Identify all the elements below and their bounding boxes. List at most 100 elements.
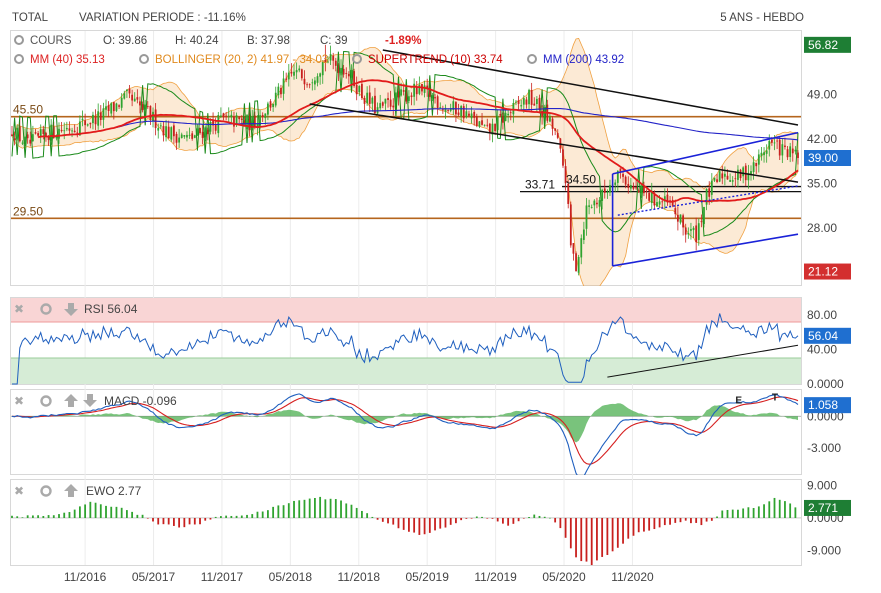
arrow-down-icon[interactable] <box>64 303 78 316</box>
candle-body <box>230 114 233 118</box>
candle-body <box>522 98 525 105</box>
ewo-bar <box>361 510 363 518</box>
candle-body <box>436 96 439 108</box>
candle-body <box>314 80 316 85</box>
period-selector[interactable]: 5 ANS - HEBDO <box>720 12 804 24</box>
legend-ma200[interactable]: MM (200) 43.92 <box>527 54 624 66</box>
gear-icon[interactable] <box>139 54 149 64</box>
candle-body <box>353 71 355 86</box>
ewo-bar <box>439 517 442 529</box>
candle-body <box>374 95 376 113</box>
symbol: TOTAL <box>12 12 49 24</box>
candle-body <box>752 162 755 173</box>
candle-body <box>120 97 123 108</box>
arrow-down-icon[interactable] <box>83 394 97 407</box>
candle-body <box>781 144 784 156</box>
ewo-bar <box>63 512 66 518</box>
candle-body <box>601 189 604 201</box>
header: TOTAL VARIATION PERIODE : -11.16% 5 ANS … <box>12 12 804 24</box>
ewo-bar <box>763 504 765 518</box>
gear-icon[interactable] <box>14 54 24 64</box>
candle-body <box>31 134 34 142</box>
remove-icon[interactable]: ✖ <box>14 394 24 408</box>
candle-body <box>499 113 502 116</box>
remove-icon[interactable]: ✖ <box>14 484 24 498</box>
ewo-bar <box>345 503 348 518</box>
candle-body <box>768 140 771 150</box>
gear-icon[interactable] <box>527 54 537 64</box>
candle-body <box>794 149 797 152</box>
candle-body <box>173 125 175 137</box>
ewo-bar <box>705 517 708 522</box>
candle-body <box>789 146 792 157</box>
gear-icon[interactable] <box>40 485 52 497</box>
ma40-line <box>37 79 799 203</box>
candle-body <box>332 55 335 61</box>
ewo-bar <box>314 497 316 518</box>
macd-last-badge: 1.058 <box>808 398 838 412</box>
ewo-bar <box>329 498 332 518</box>
candle-body <box>760 152 763 157</box>
candle-body <box>556 133 559 138</box>
ewo-bar <box>397 517 400 529</box>
ewo-bar <box>261 511 264 518</box>
candle-body <box>423 85 426 93</box>
candle-body <box>530 89 533 105</box>
candle-body <box>716 179 718 182</box>
arrow-up-icon[interactable] <box>64 394 78 407</box>
candle-body <box>37 133 40 136</box>
candle-body <box>690 229 692 231</box>
gear-icon[interactable] <box>352 54 362 64</box>
legend-supertrend[interactable]: SUPERTREND (10) 33.74 <box>352 54 503 66</box>
candle-body <box>222 113 225 118</box>
candle-body <box>648 192 651 201</box>
candle-body <box>773 142 776 144</box>
candle-body <box>89 122 92 125</box>
candle-body <box>449 108 452 111</box>
candle-body <box>303 78 306 85</box>
candle-body <box>397 91 400 98</box>
candle-body <box>431 95 434 99</box>
ewo-bar <box>502 517 504 524</box>
ewo-bar <box>512 517 515 524</box>
candle-body <box>125 89 128 92</box>
legend-bollinger[interactable]: BOLLINGER (20, 2) 41.97 - 34.03 <box>139 54 328 66</box>
candle-body <box>627 183 630 188</box>
ewo-bar <box>188 517 191 525</box>
candle-body <box>770 139 773 143</box>
ewo-bar <box>366 513 369 518</box>
legend-cours[interactable]: COURS O: 39.86 H: 40.24 B: 37.98 C: 39 -… <box>14 35 421 47</box>
ewo-bar <box>413 517 416 533</box>
gear-icon[interactable] <box>40 395 52 407</box>
ewo-bar <box>475 516 478 518</box>
candle-body <box>55 136 58 139</box>
candle-body <box>408 96 410 101</box>
candle-body <box>141 104 144 111</box>
candle-body <box>115 103 118 111</box>
x-axis-label: 11/2018 <box>338 570 381 584</box>
candle-body <box>791 148 794 154</box>
candle-body <box>656 202 658 207</box>
remove-icon[interactable]: ✖ <box>14 302 24 316</box>
candle-body <box>729 180 732 182</box>
price-axis-tick: 49.00 <box>807 88 837 102</box>
candle-body <box>240 118 243 120</box>
candle-body <box>653 193 656 206</box>
legend-ma40[interactable]: MM (40) 35.13 <box>14 54 105 66</box>
candle-body <box>131 94 134 101</box>
candle-body <box>136 97 139 100</box>
gear-icon[interactable] <box>14 35 24 45</box>
ewo-bar <box>684 517 687 521</box>
ewo-bar <box>251 514 254 518</box>
arrow-up-icon[interactable] <box>64 484 78 497</box>
ewo-bar <box>695 517 698 523</box>
ewo-bar <box>16 516 19 518</box>
gear-icon[interactable] <box>40 303 52 315</box>
candle-body <box>392 105 395 108</box>
ewo-axis-tick: 9.000 <box>807 478 837 492</box>
ewo-bar <box>731 509 734 518</box>
candle-body <box>616 170 619 183</box>
level-labels: 45.50 29.50 33.71 34.50 <box>13 103 596 219</box>
candle-body <box>682 215 685 228</box>
candle-body <box>340 67 342 74</box>
